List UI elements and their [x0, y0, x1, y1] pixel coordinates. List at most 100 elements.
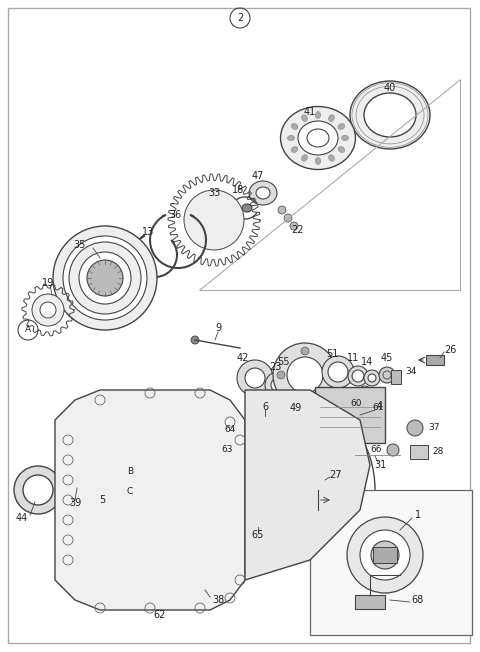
Circle shape [368, 374, 376, 382]
Circle shape [143, 566, 149, 572]
Text: 33: 33 [208, 188, 220, 198]
Ellipse shape [338, 123, 345, 130]
Circle shape [14, 466, 62, 514]
Circle shape [191, 336, 199, 344]
Text: 22: 22 [292, 225, 304, 235]
Text: A: A [25, 325, 31, 334]
Text: 42: 42 [237, 353, 249, 363]
Bar [410, 445, 428, 459]
Polygon shape [245, 390, 370, 580]
Bar [391, 370, 401, 384]
Ellipse shape [301, 155, 308, 161]
Circle shape [60, 458, 100, 498]
Circle shape [237, 360, 273, 396]
Circle shape [359, 386, 371, 398]
Circle shape [53, 226, 157, 330]
Circle shape [181, 596, 187, 602]
Ellipse shape [242, 204, 252, 212]
Text: 14: 14 [361, 357, 373, 367]
Circle shape [32, 294, 64, 326]
Text: 39: 39 [69, 498, 81, 508]
Ellipse shape [328, 155, 335, 161]
Text: 5: 5 [99, 495, 105, 505]
Text: 60: 60 [350, 400, 362, 409]
Text: 62: 62 [154, 610, 166, 620]
Text: 28: 28 [432, 447, 444, 456]
Circle shape [181, 558, 187, 564]
Circle shape [191, 566, 197, 572]
Circle shape [69, 242, 141, 314]
Circle shape [140, 577, 145, 583]
Text: 66: 66 [371, 445, 382, 454]
Text: 4: 4 [377, 401, 383, 411]
Text: 23: 23 [269, 362, 281, 372]
Bar [315, 387, 385, 443]
Bar [373, 547, 397, 563]
Text: 64: 64 [225, 426, 236, 434]
Circle shape [167, 599, 173, 605]
Circle shape [194, 577, 201, 583]
Polygon shape [55, 390, 245, 610]
Ellipse shape [301, 115, 308, 121]
Text: 35: 35 [74, 240, 86, 250]
Circle shape [371, 541, 399, 569]
Circle shape [102, 467, 118, 483]
Circle shape [245, 368, 265, 388]
Text: 68: 68 [412, 595, 424, 605]
Circle shape [167, 555, 173, 561]
Circle shape [265, 372, 291, 398]
Circle shape [63, 236, 147, 320]
Circle shape [23, 475, 53, 505]
Circle shape [243, 425, 253, 435]
Circle shape [40, 302, 56, 318]
Ellipse shape [315, 158, 321, 164]
Circle shape [259, 414, 271, 426]
Text: 63: 63 [221, 445, 233, 454]
Ellipse shape [291, 123, 298, 130]
Ellipse shape [341, 135, 348, 141]
Circle shape [325, 371, 333, 379]
Text: 49: 49 [290, 403, 302, 413]
Text: 51: 51 [326, 349, 338, 359]
Ellipse shape [291, 147, 298, 153]
Ellipse shape [256, 187, 270, 199]
Circle shape [407, 420, 423, 436]
Text: 55: 55 [277, 357, 289, 367]
Circle shape [364, 370, 380, 386]
Text: 40: 40 [384, 83, 396, 93]
Text: 18: 18 [232, 185, 244, 195]
Circle shape [240, 445, 250, 455]
Circle shape [301, 347, 309, 355]
Text: 38: 38 [212, 595, 224, 605]
Circle shape [68, 466, 92, 490]
Ellipse shape [364, 93, 416, 137]
Ellipse shape [280, 106, 356, 170]
Text: 44: 44 [16, 513, 28, 523]
Text: 41: 41 [304, 107, 316, 117]
Circle shape [253, 515, 263, 525]
Text: 2: 2 [237, 13, 243, 23]
Circle shape [153, 596, 159, 602]
Text: 45: 45 [381, 353, 393, 363]
Bar [426, 355, 444, 365]
Text: 11: 11 [347, 353, 359, 363]
Circle shape [379, 367, 395, 383]
Ellipse shape [328, 115, 335, 121]
Circle shape [387, 444, 399, 456]
Bar [355, 595, 385, 609]
Text: 36: 36 [169, 210, 181, 220]
Circle shape [284, 214, 292, 222]
Circle shape [322, 356, 354, 388]
Circle shape [277, 371, 285, 379]
Circle shape [278, 206, 286, 214]
Circle shape [271, 378, 285, 392]
Ellipse shape [288, 135, 295, 141]
Text: 9: 9 [215, 323, 221, 333]
Text: 61: 61 [372, 402, 384, 411]
Text: C: C [127, 488, 133, 497]
Circle shape [191, 588, 197, 594]
Text: 31: 31 [374, 460, 386, 470]
Bar [310, 490, 472, 635]
Circle shape [290, 222, 298, 230]
Text: 65: 65 [252, 530, 264, 540]
